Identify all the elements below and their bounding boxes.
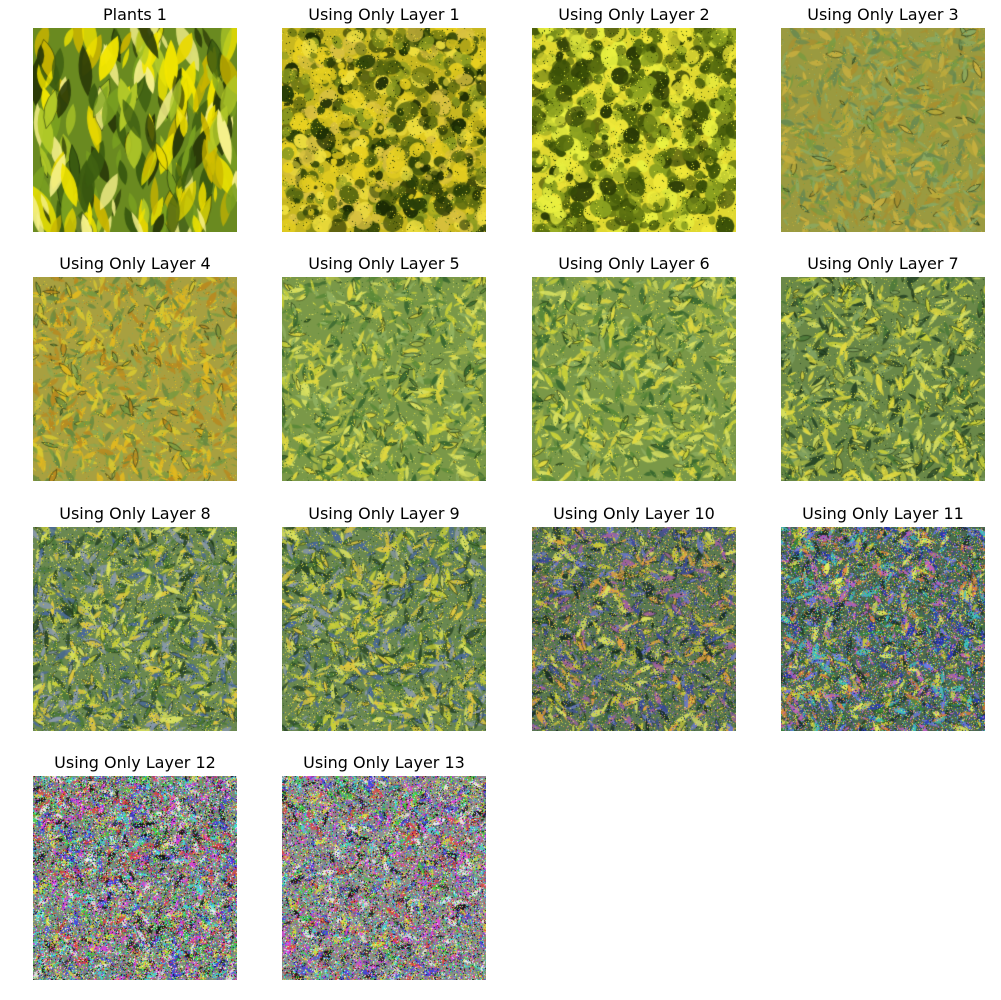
texture-panel: Using Only Layer 5 bbox=[282, 253, 486, 481]
texture-image bbox=[282, 527, 486, 731]
texture-panel: Plants 1 bbox=[33, 4, 237, 232]
texture-image bbox=[33, 277, 237, 481]
panel-title: Using Only Layer 1 bbox=[308, 5, 460, 24]
panel-title: Using Only Layer 8 bbox=[59, 504, 211, 523]
panel-title: Using Only Layer 5 bbox=[308, 254, 460, 273]
texture-panel: Using Only Layer 3 bbox=[781, 4, 985, 232]
panel-title: Using Only Layer 13 bbox=[303, 753, 465, 772]
texture-image bbox=[781, 527, 985, 731]
texture-panel: Using Only Layer 7 bbox=[781, 253, 985, 481]
texture-panel: Using Only Layer 11 bbox=[781, 503, 985, 731]
texture-panel: Using Only Layer 12 bbox=[33, 752, 237, 980]
panel-title: Using Only Layer 11 bbox=[802, 504, 964, 523]
panel-title: Using Only Layer 10 bbox=[553, 504, 715, 523]
panel-title: Using Only Layer 4 bbox=[59, 254, 211, 273]
texture-panel: Using Only Layer 6 bbox=[532, 253, 736, 481]
texture-image bbox=[532, 527, 736, 731]
texture-image bbox=[33, 527, 237, 731]
texture-image bbox=[282, 28, 486, 232]
texture-image bbox=[781, 277, 985, 481]
texture-image bbox=[33, 776, 237, 980]
texture-panel: Using Only Layer 8 bbox=[33, 503, 237, 731]
texture-panel: Using Only Layer 2 bbox=[532, 4, 736, 232]
texture-panel: Using Only Layer 13 bbox=[282, 752, 486, 980]
texture-image bbox=[532, 277, 736, 481]
texture-image bbox=[532, 28, 736, 232]
texture-panel: Using Only Layer 10 bbox=[532, 503, 736, 731]
texture-image bbox=[781, 28, 985, 232]
panel-title: Using Only Layer 7 bbox=[807, 254, 959, 273]
panel-title: Using Only Layer 2 bbox=[558, 5, 710, 24]
panel-title: Using Only Layer 9 bbox=[308, 504, 460, 523]
panel-title: Plants 1 bbox=[103, 5, 167, 24]
panel-title: Using Only Layer 12 bbox=[54, 753, 216, 772]
texture-image bbox=[282, 277, 486, 481]
texture-panel: Using Only Layer 1 bbox=[282, 4, 486, 232]
texture-image bbox=[282, 776, 486, 980]
texture-panel: Using Only Layer 4 bbox=[33, 253, 237, 481]
panel-title: Using Only Layer 3 bbox=[807, 5, 959, 24]
panel-title: Using Only Layer 6 bbox=[558, 254, 710, 273]
texture-panel: Using Only Layer 9 bbox=[282, 503, 486, 731]
texture-image bbox=[33, 28, 237, 232]
